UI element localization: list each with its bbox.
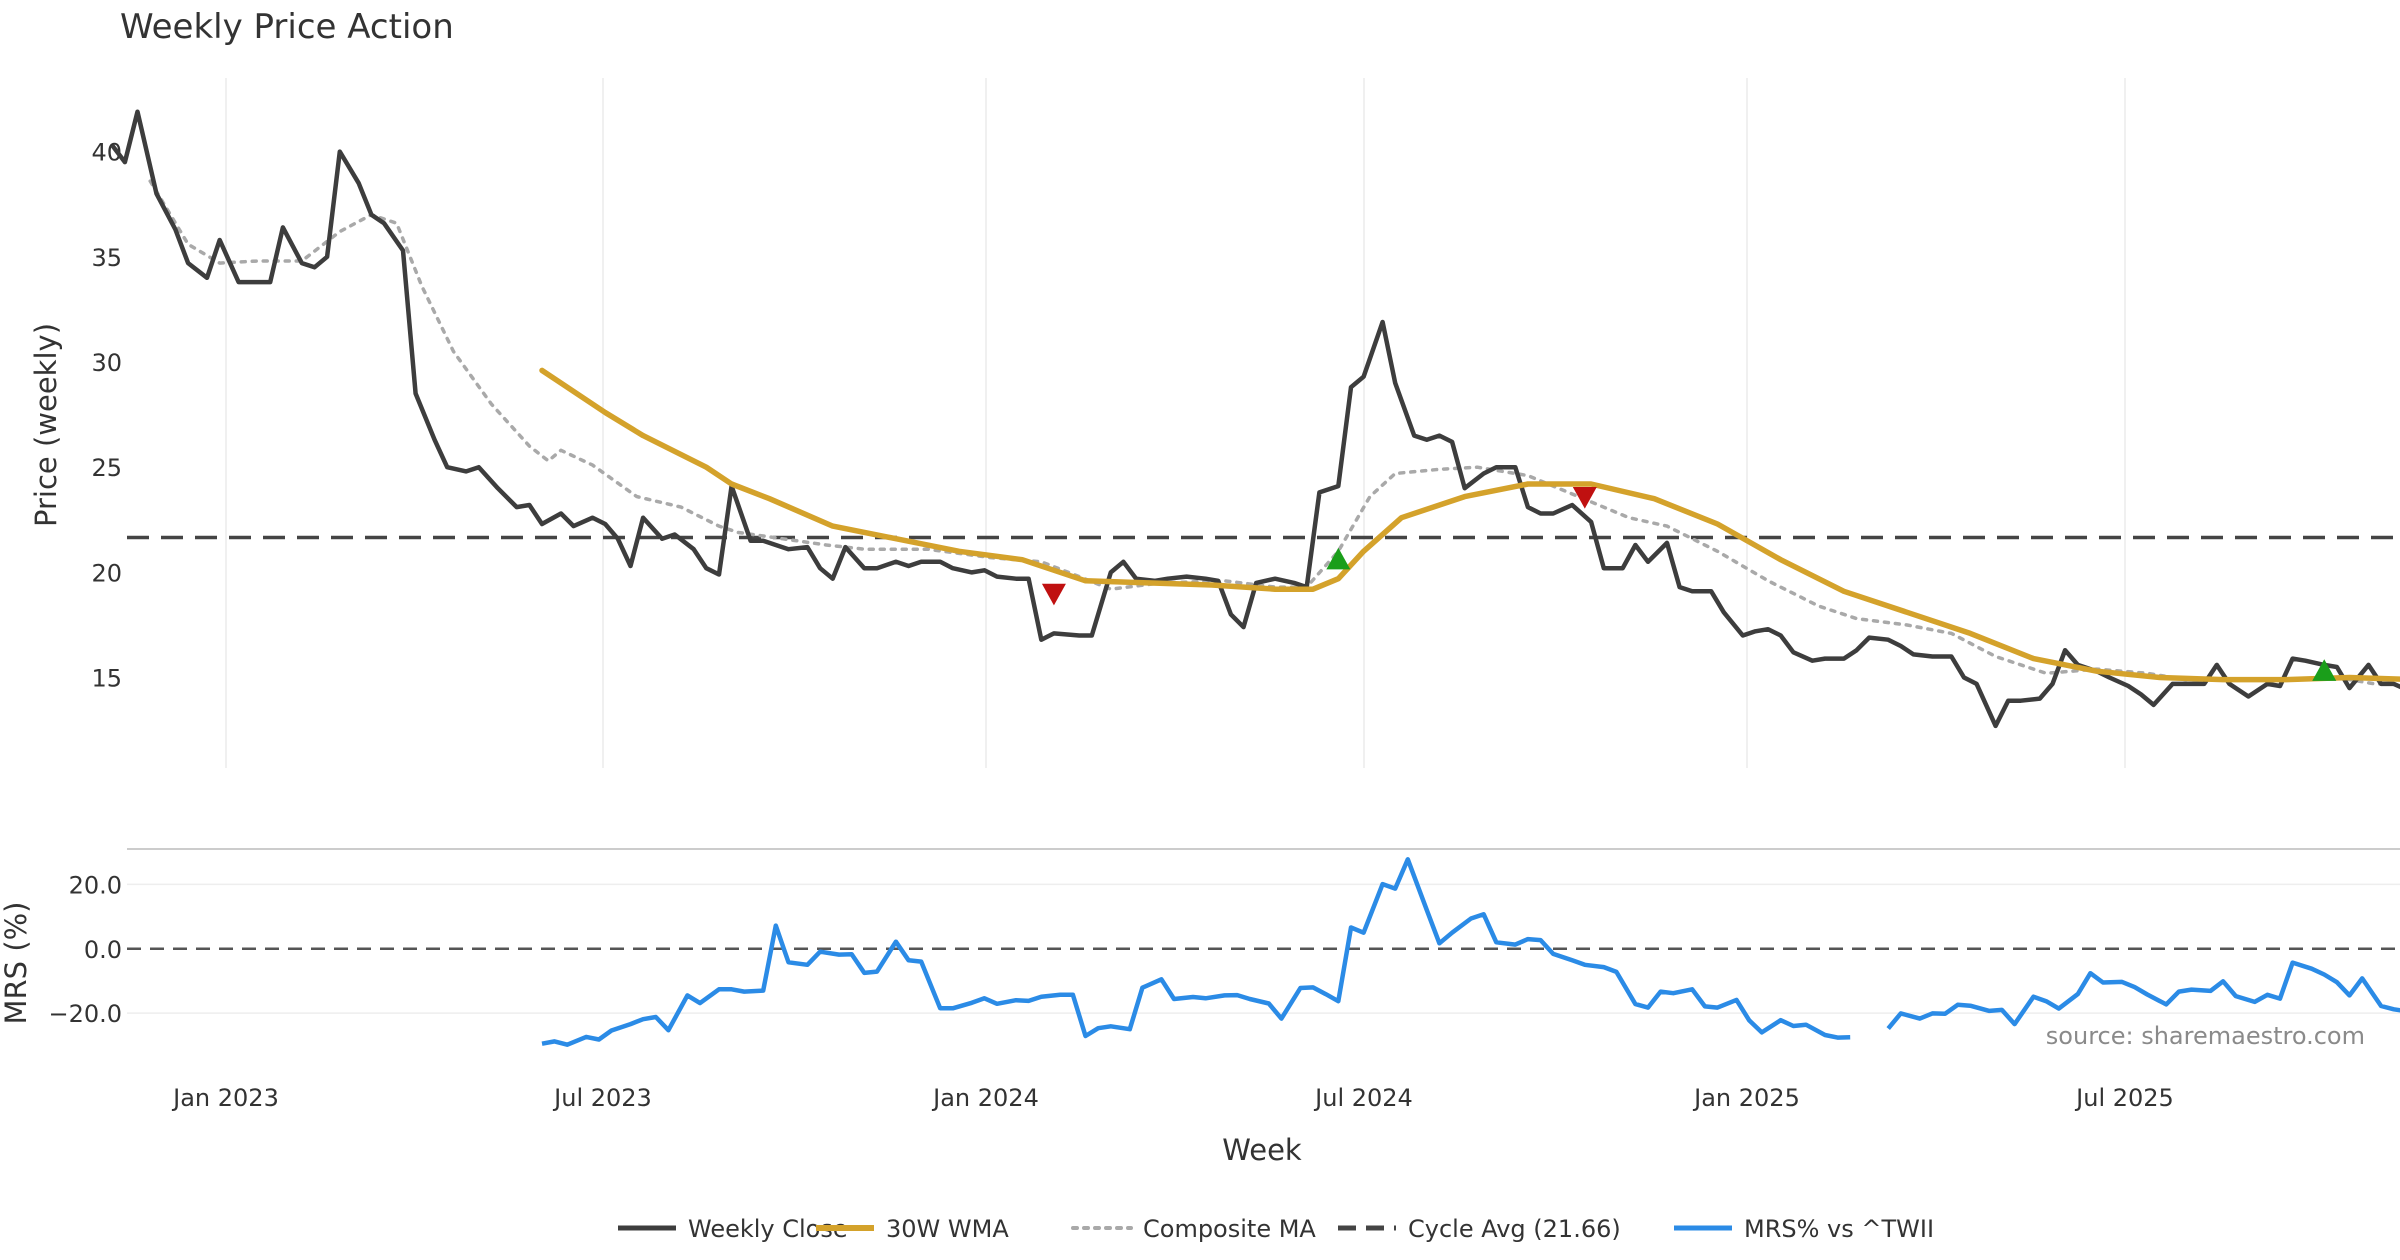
- x-tick-label: Jul 2024: [1313, 1084, 1413, 1112]
- price-y-tick-label: 30: [91, 349, 122, 377]
- mrs-y-tick-label: 0.0: [84, 936, 122, 964]
- price-y-tick-label: 20: [91, 559, 122, 587]
- mrs-line: [1886, 960, 2400, 1031]
- buy-signal-marker: [2312, 659, 2337, 681]
- weekly-close-line: [110, 109, 2400, 729]
- price-gridlines: [225, 78, 2126, 768]
- price-y-tick-label: 25: [91, 454, 122, 482]
- mrs-y-tick-label: 20.0: [69, 871, 122, 899]
- source-annotation: source: sharemaestro.com: [2046, 1022, 2365, 1050]
- sell-signal-marker: [1572, 487, 1597, 509]
- legend-label: MRS% vs ^TWII: [1744, 1215, 1934, 1243]
- series-layer: [110, 109, 2400, 1047]
- price-y-axis-label: Price (weekly): [29, 323, 63, 527]
- price-y-tick-label: 15: [91, 665, 122, 693]
- chart-title: Weekly Price Action: [120, 7, 454, 47]
- x-axis-ticks: Jan 2023 Jul 2023 Jan 2024 Jul 2024 Jan 2025…: [171, 1084, 2174, 1112]
- mrs-y-tick-label: −20.0: [48, 1000, 122, 1028]
- x-tick-label: Jan 2024: [931, 1084, 1039, 1112]
- legend-label: Composite MA: [1143, 1215, 1316, 1243]
- buy-signal-marker: [1326, 547, 1351, 570]
- x-tick-label: Jan 2023: [171, 1084, 279, 1112]
- x-tick-label: Jul 2023: [552, 1084, 652, 1112]
- mrs-line: [541, 857, 1851, 1047]
- sell-signal-marker: [1041, 583, 1066, 606]
- legend: Weekly Close 30W WMA Composite MA Cycle Avg…: [618, 1215, 1934, 1243]
- legend-label: 30W WMA: [886, 1215, 1009, 1243]
- mrs-y-axis-label: MRS (%): [0, 902, 33, 1025]
- composite-ma-line: [148, 179, 2400, 686]
- x-tick-label: Jul 2025: [2074, 1084, 2174, 1112]
- x-tick-label: Jan 2025: [1692, 1084, 1800, 1112]
- legend-label: Cycle Avg (21.66): [1408, 1215, 1621, 1243]
- x-axis-label: Week: [1222, 1133, 1302, 1167]
- mrs-y-ticks: 20.0 0.0 −20.0: [48, 871, 122, 1028]
- price-y-tick-label: 35: [91, 244, 122, 272]
- wma-30w-line: [539, 367, 2400, 683]
